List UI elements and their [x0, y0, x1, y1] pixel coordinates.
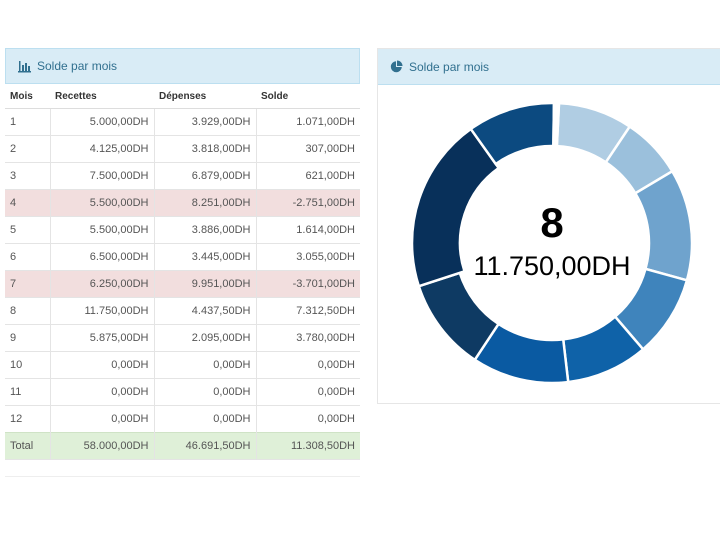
table-row: 2 4.125,00DH 3.818,00DH 307,00DH [5, 135, 360, 163]
cell-depenses: 3.886,00DH [153, 216, 256, 244]
table-total-row: Total 58.000,00DH 46.691,50DH 11.308,50DH [5, 432, 360, 460]
cell-recettes: 0,00DH [49, 405, 154, 433]
total-solde: 11.308,50DH [255, 432, 360, 460]
table-row: 3 7.500,00DH 6.879,00DH 621,00DH [5, 162, 360, 190]
chart-title: Solde par mois [409, 59, 490, 74]
table-row: 5 5.500,00DH 3.886,00DH 1.614,00DH [5, 216, 360, 244]
header-solde: Solde [256, 84, 360, 109]
cell-depenses: 3.818,00DH [153, 135, 256, 163]
cell-recettes: 5.500,00DH [49, 216, 154, 244]
cell-mois: 5 [5, 216, 50, 244]
donut-chart [410, 101, 694, 385]
table-row: 12 0,00DH 0,00DH 0,00DH [5, 405, 360, 433]
monthly-balance-panel: Solde par mois Mois Recettes Dépenses So… [5, 48, 360, 460]
cell-recettes: 11.750,00DH [49, 297, 154, 325]
table-row: 4 5.500,00DH 8.251,00DH -2.751,00DH [5, 189, 360, 217]
monthly-balance-table: Mois Recettes Dépenses Solde 1 5.000,00DH… [5, 84, 360, 460]
cell-solde: 3.055,00DH [255, 243, 360, 271]
header-depenses: Dépenses [154, 84, 256, 109]
cell-recettes: 4.125,00DH [49, 135, 154, 163]
table-row: 6 6.500,00DH 3.445,00DH 3.055,00DH [5, 243, 360, 271]
cell-mois: 3 [5, 162, 50, 190]
cell-mois: 6 [5, 243, 50, 271]
cell-recettes: 6.500,00DH [49, 243, 154, 271]
donut-chart-area [378, 85, 720, 403]
cell-depenses: 0,00DH [153, 351, 256, 379]
cell-mois: 9 [5, 324, 50, 352]
cell-mois: 8 [5, 297, 50, 325]
cell-depenses: 9.951,00DH [153, 270, 256, 298]
cell-mois: 2 [5, 135, 50, 163]
cell-depenses: 0,00DH [153, 378, 256, 406]
cell-recettes: 5.500,00DH [49, 189, 154, 217]
cell-recettes: 5.875,00DH [49, 324, 154, 352]
cell-recettes: 6.250,00DH [49, 270, 154, 298]
cell-depenses: 2.095,00DH [153, 324, 256, 352]
cell-solde: 1.614,00DH [255, 216, 360, 244]
bar-chart-icon [18, 60, 31, 73]
cell-mois: 4 [5, 189, 50, 217]
table-row: 7 6.250,00DH 9.951,00DH -3.701,00DH [5, 270, 360, 298]
cell-solde: 0,00DH [255, 405, 360, 433]
pie-chart-icon [390, 60, 403, 73]
table-row: 10 0,00DH 0,00DH 0,00DH [5, 351, 360, 379]
cell-recettes: 5.000,00DH [49, 108, 154, 136]
cell-solde: 0,00DH [255, 378, 360, 406]
cell-solde: 621,00DH [255, 162, 360, 190]
cell-solde: 307,00DH [255, 135, 360, 163]
cell-depenses: 6.879,00DH [153, 162, 256, 190]
header-recettes: Recettes [50, 84, 154, 109]
table-row: 8 11.750,00DH 4.437,50DH 7.312,50DH [5, 297, 360, 325]
chart-heading: Solde par mois [378, 49, 720, 85]
cell-solde: 7.312,50DH [255, 297, 360, 325]
donut-slice-12[interactable] [554, 101, 561, 148]
header-mois: Mois [5, 84, 50, 109]
cell-mois: 11 [5, 378, 50, 406]
total-recettes: 58.000,00DH [49, 432, 154, 460]
cell-solde: -3.701,00DH [255, 270, 360, 298]
donut-center-label: 8 [540, 199, 564, 246]
cell-solde: -2.751,00DH [255, 189, 360, 217]
table-body: 1 5.000,00DH 3.929,00DH 1.071,00DH 2 4.125,00… [5, 108, 360, 460]
cell-solde: 0,00DH [255, 351, 360, 379]
cell-mois: 10 [5, 351, 50, 379]
cell-depenses: 3.445,00DH [153, 243, 256, 271]
cell-mois: 12 [5, 405, 50, 433]
table-row: 1 5.000,00DH 3.929,00DH 1.071,00DH [5, 108, 360, 136]
cell-solde: 3.780,00DH [255, 324, 360, 352]
table-row: 11 0,00DH 0,00DH 0,00DH [5, 378, 360, 406]
donut-center-value: 11.750,00DH [473, 251, 631, 281]
total-depenses: 46.691,50DH [153, 432, 256, 460]
monthly-balance-chart-panel: Solde par mois 8 11.750,00DH [377, 48, 720, 404]
cell-recettes: 0,00DH [49, 378, 154, 406]
cell-recettes: 7.500,00DH [49, 162, 154, 190]
cell-solde: 1.071,00DH [255, 108, 360, 136]
panel-title: Solde par mois [37, 59, 118, 73]
left-panel-footer [5, 476, 360, 477]
cell-recettes: 0,00DH [49, 351, 154, 379]
table-header-row: Mois Recettes Dépenses Solde [5, 84, 360, 109]
cell-depenses: 0,00DH [153, 405, 256, 433]
cell-depenses: 3.929,00DH [153, 108, 256, 136]
total-label: Total [5, 432, 50, 460]
monthly-balance-heading: Solde par mois [5, 48, 360, 84]
cell-mois: 1 [5, 108, 50, 136]
cell-mois: 7 [5, 270, 50, 298]
cell-depenses: 4.437,50DH [153, 297, 256, 325]
cell-depenses: 8.251,00DH [153, 189, 256, 217]
table-row: 9 5.875,00DH 2.095,00DH 3.780,00DH [5, 324, 360, 352]
